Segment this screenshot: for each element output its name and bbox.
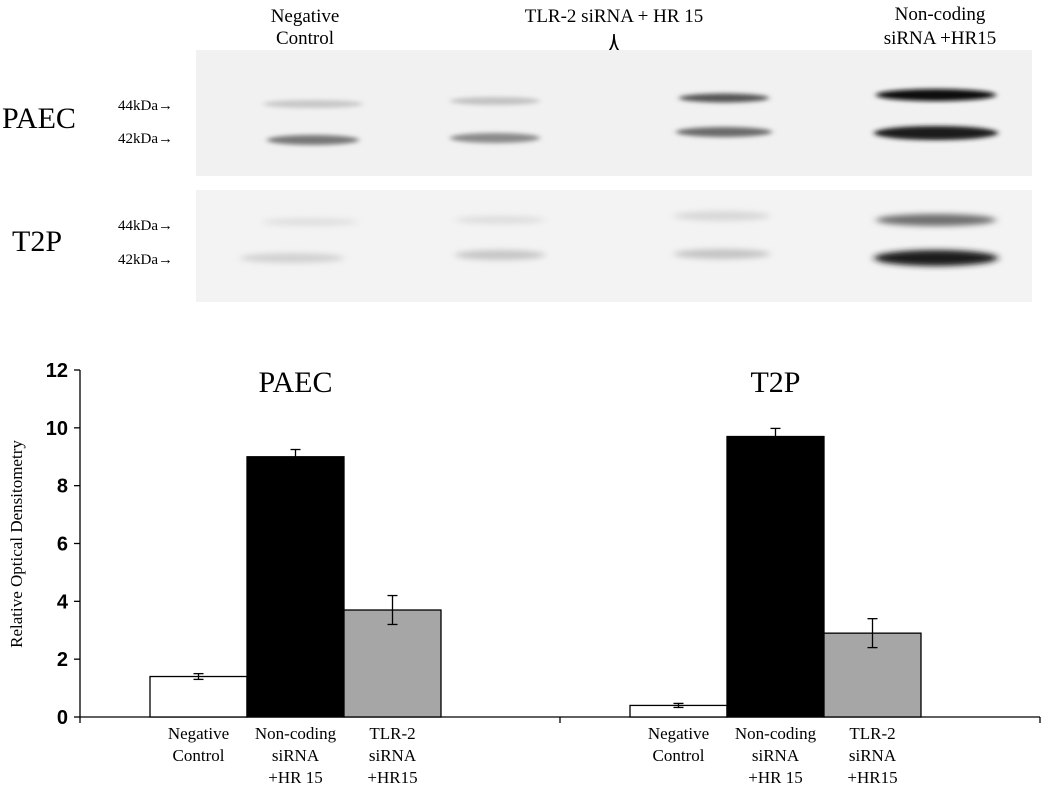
x-tick-label: +HR 15 — [268, 768, 322, 786]
bar — [343, 609, 442, 718]
t2p-marker-42: 42kDa→ — [118, 252, 173, 268]
t2p-band — [455, 250, 545, 260]
paec-band — [876, 89, 996, 101]
paec-marker-42: 42kDa→ — [118, 131, 173, 147]
y-tick-label: 2 — [57, 649, 68, 671]
t2p-band — [240, 253, 344, 263]
western-blot: Negative Control TLR-2 siRNA + HR 15 Non… — [2, 4, 1032, 302]
x-tick-label: siRNA — [752, 746, 800, 765]
bar-group: T2P Negative Control Non-coding siRNA +HR 15 T… — [629, 366, 922, 786]
x-tick-label: TLR-2 — [849, 724, 895, 743]
x-tick-label: Negative — [648, 724, 709, 743]
bar — [246, 456, 345, 718]
x-tick-label: Control — [653, 746, 705, 765]
y-tick-label: 0 — [57, 707, 68, 729]
x-tick-label: siRNA — [849, 746, 897, 765]
y-tick-label: 12 — [46, 360, 68, 382]
x-tick-label: Control — [173, 746, 225, 765]
panel-label-paec: PAEC — [2, 102, 76, 135]
x-tick-label: Negative — [168, 724, 229, 743]
t2p-band — [262, 218, 358, 226]
t2p-marker-44: 44kDa→ — [118, 218, 173, 234]
paec-band — [874, 126, 998, 140]
x-tick-label: +HR15 — [367, 768, 417, 786]
paec-marker-44: 44kDa→ — [118, 98, 173, 114]
col-label-noncoding-1: Non-coding — [895, 4, 986, 25]
paec-band — [450, 133, 540, 143]
x-tick-label: siRNA — [272, 746, 320, 765]
col-label-negative-2: Control — [276, 28, 334, 49]
t2p-band — [455, 216, 545, 224]
y-axis-label: Relative Optical Densitometry — [7, 440, 26, 648]
paec-band — [676, 127, 772, 137]
y-tick-label: 10 — [46, 418, 68, 440]
x-tick-label: Non-coding — [735, 724, 817, 743]
bar — [149, 675, 248, 718]
y-tick-label: 4 — [57, 591, 69, 613]
col-label-tlr: TLR-2 siRNA + HR 15 — [525, 6, 704, 27]
t2p-blot-membrane — [196, 190, 1032, 302]
x-tick-label: +HR 15 — [748, 768, 802, 786]
x-tick-label: siRNA — [369, 746, 417, 765]
group-title: T2P — [750, 366, 800, 399]
paec-band — [267, 135, 359, 145]
y-tick-label: 8 — [57, 476, 68, 498]
t2p-band — [876, 214, 996, 226]
densitometry-chart: Relative Optical Densitometry 024681012 … — [7, 360, 1041, 786]
col-label-noncoding-2: siRNA +HR15 — [884, 28, 997, 49]
y-tick-label: 6 — [57, 534, 68, 556]
bar — [726, 435, 825, 718]
x-tick-label: Non-coding — [255, 724, 337, 743]
t2p-band — [674, 211, 770, 221]
paec-band — [450, 97, 540, 105]
bar-groups: PAEC Negative Control Non-coding siRNA +HR 15… — [149, 366, 922, 786]
col-label-negative-1: Negative — [271, 6, 340, 27]
x-axis — [79, 716, 1041, 723]
bar-group: PAEC Negative Control Non-coding siRNA +HR 15… — [149, 366, 442, 786]
x-tick-label: TLR-2 — [369, 724, 415, 743]
y-axis: 0 2 4 6 8 10 12 — [46, 360, 81, 729]
group-title: PAEC — [259, 366, 333, 399]
x-tick-label: +HR15 — [847, 768, 897, 786]
t2p-band — [674, 249, 770, 259]
paec-band — [679, 93, 769, 103]
t2p-band — [874, 250, 998, 266]
panel-label-t2p: T2P — [12, 225, 62, 258]
paec-blot-membrane — [196, 50, 1032, 176]
paec-band — [263, 100, 363, 108]
